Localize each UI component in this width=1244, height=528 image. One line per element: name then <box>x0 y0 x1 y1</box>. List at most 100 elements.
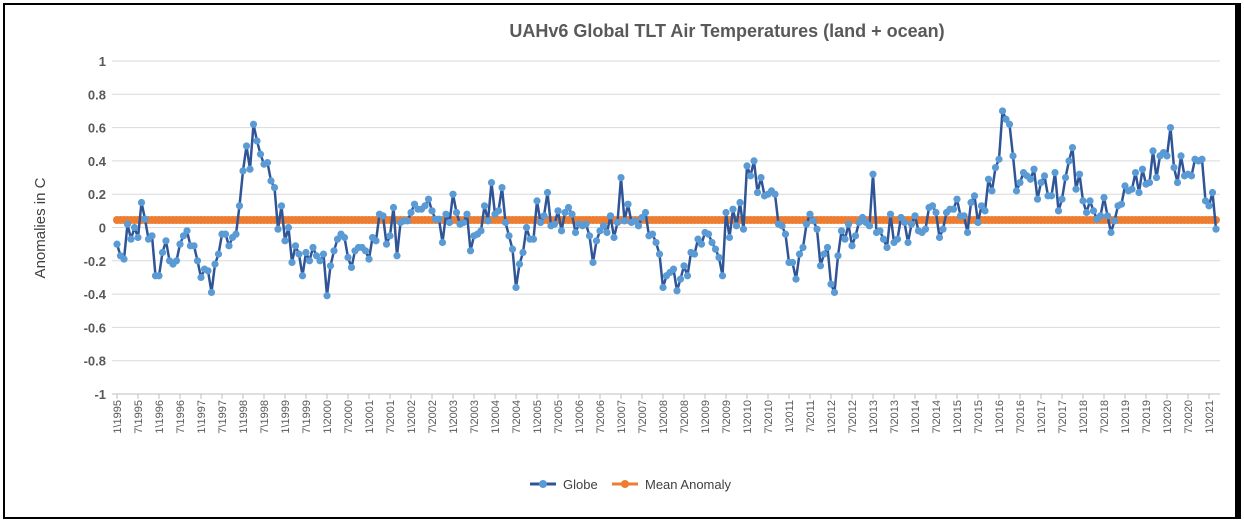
globe-point <box>347 263 356 272</box>
globe-point <box>137 198 146 207</box>
globe-point <box>1138 165 1147 173</box>
globe-point <box>704 230 713 238</box>
x-tick-label: 1\2005 <box>532 400 544 434</box>
globe-point <box>617 173 625 182</box>
globe-point <box>1149 147 1157 155</box>
globe-point <box>225 242 233 250</box>
x-tick-label: 1\2002 <box>406 400 418 434</box>
globe-point <box>736 198 744 207</box>
globe-point <box>1030 165 1038 173</box>
globe-point <box>211 260 219 268</box>
globe-point <box>120 255 128 263</box>
globe-point <box>172 257 181 265</box>
globe-point <box>788 258 797 267</box>
y-axis-ticks: 1 0.8 0.6 0.4 0.2 0 -0.2 -0.4 -0.6 -0.8 -1 <box>84 54 107 402</box>
globe-point <box>1075 170 1084 178</box>
globe-point <box>827 280 835 288</box>
globe-point <box>771 190 779 198</box>
globe-point <box>127 235 135 243</box>
globe-point <box>683 272 692 280</box>
globe-point <box>634 222 643 230</box>
x-tick-label: 1\2000 <box>322 400 334 434</box>
globe-point <box>1040 172 1049 180</box>
globe-point <box>386 232 394 240</box>
globe-point <box>123 220 132 228</box>
x-tick-label: 7\2003 <box>469 400 481 434</box>
globe-point <box>995 155 1003 163</box>
legend-label-globe: Globe <box>563 477 598 492</box>
globe-point <box>1068 143 1077 152</box>
globe-point <box>1082 208 1091 217</box>
globe-point <box>599 222 608 230</box>
globe-point <box>673 287 681 295</box>
y-tick-label: 0.4 <box>88 154 107 169</box>
globe-point <box>407 208 415 217</box>
globe-point <box>1208 188 1217 197</box>
globe-point <box>382 240 391 248</box>
globe-point <box>281 237 289 245</box>
globe-point <box>991 163 1000 172</box>
x-tick-label: 7\2014 <box>931 400 943 434</box>
globe-point <box>274 225 282 233</box>
globe-point <box>207 288 216 297</box>
globe-point <box>1166 124 1175 132</box>
globe-point <box>571 228 580 237</box>
globe-point <box>305 257 314 265</box>
globe-point <box>183 227 191 235</box>
globe-point <box>750 157 758 165</box>
globe-point <box>239 167 247 175</box>
globe-point <box>865 222 874 230</box>
globe-point <box>438 238 447 247</box>
globe-point <box>197 273 205 282</box>
globe-point <box>344 253 352 262</box>
x-tick-label: 7\2013 <box>889 400 901 434</box>
globe-point <box>1170 163 1178 172</box>
globe-point <box>242 142 251 150</box>
legend-item-globe: Globe <box>530 477 598 492</box>
globe-point <box>851 232 860 240</box>
globe-point <box>449 190 457 198</box>
globe-point <box>697 240 706 248</box>
globe-point <box>284 223 293 232</box>
globe-point <box>302 248 310 257</box>
globe-point <box>1005 120 1014 128</box>
globe-point <box>232 230 240 238</box>
x-tick-label: 7\2008 <box>679 400 691 434</box>
globe-point <box>424 195 433 203</box>
x-tick-label: 1\2008 <box>658 400 670 434</box>
globe-point <box>624 200 632 208</box>
globe-point <box>893 235 902 243</box>
globe-point <box>879 235 888 243</box>
y-tick-label: -1 <box>94 387 106 402</box>
globe-point <box>732 222 741 230</box>
globe-point <box>932 208 940 217</box>
globe-point <box>253 137 261 145</box>
x-tick-label: 7\2002 <box>427 400 439 434</box>
x-tick-label: 1\2009 <box>700 400 712 434</box>
x-tick-label: 7\2004 <box>511 400 523 434</box>
globe-point <box>708 238 716 247</box>
globe-point <box>501 218 510 227</box>
globe-point <box>582 220 590 228</box>
globe-point <box>505 232 513 240</box>
globe-point <box>333 235 342 243</box>
x-tick-label: 1\2015 <box>952 400 964 434</box>
globe-point <box>1009 152 1017 160</box>
globe-point <box>876 227 884 235</box>
globe-point <box>813 225 821 233</box>
globe-point <box>981 207 989 215</box>
globe-point <box>1058 195 1066 203</box>
globe-point <box>1173 178 1182 187</box>
globe-point <box>256 150 265 158</box>
x-tick-label: 1\2006 <box>574 400 586 434</box>
globe-point <box>508 245 517 253</box>
globe-point <box>176 240 184 248</box>
globe-point <box>858 213 867 222</box>
globe-point <box>484 217 492 225</box>
globe-point <box>967 198 975 207</box>
globe-point <box>655 250 664 258</box>
globe-point <box>463 210 471 218</box>
globe-point <box>781 230 790 238</box>
globe-point <box>883 243 891 252</box>
globe-point <box>298 272 307 280</box>
